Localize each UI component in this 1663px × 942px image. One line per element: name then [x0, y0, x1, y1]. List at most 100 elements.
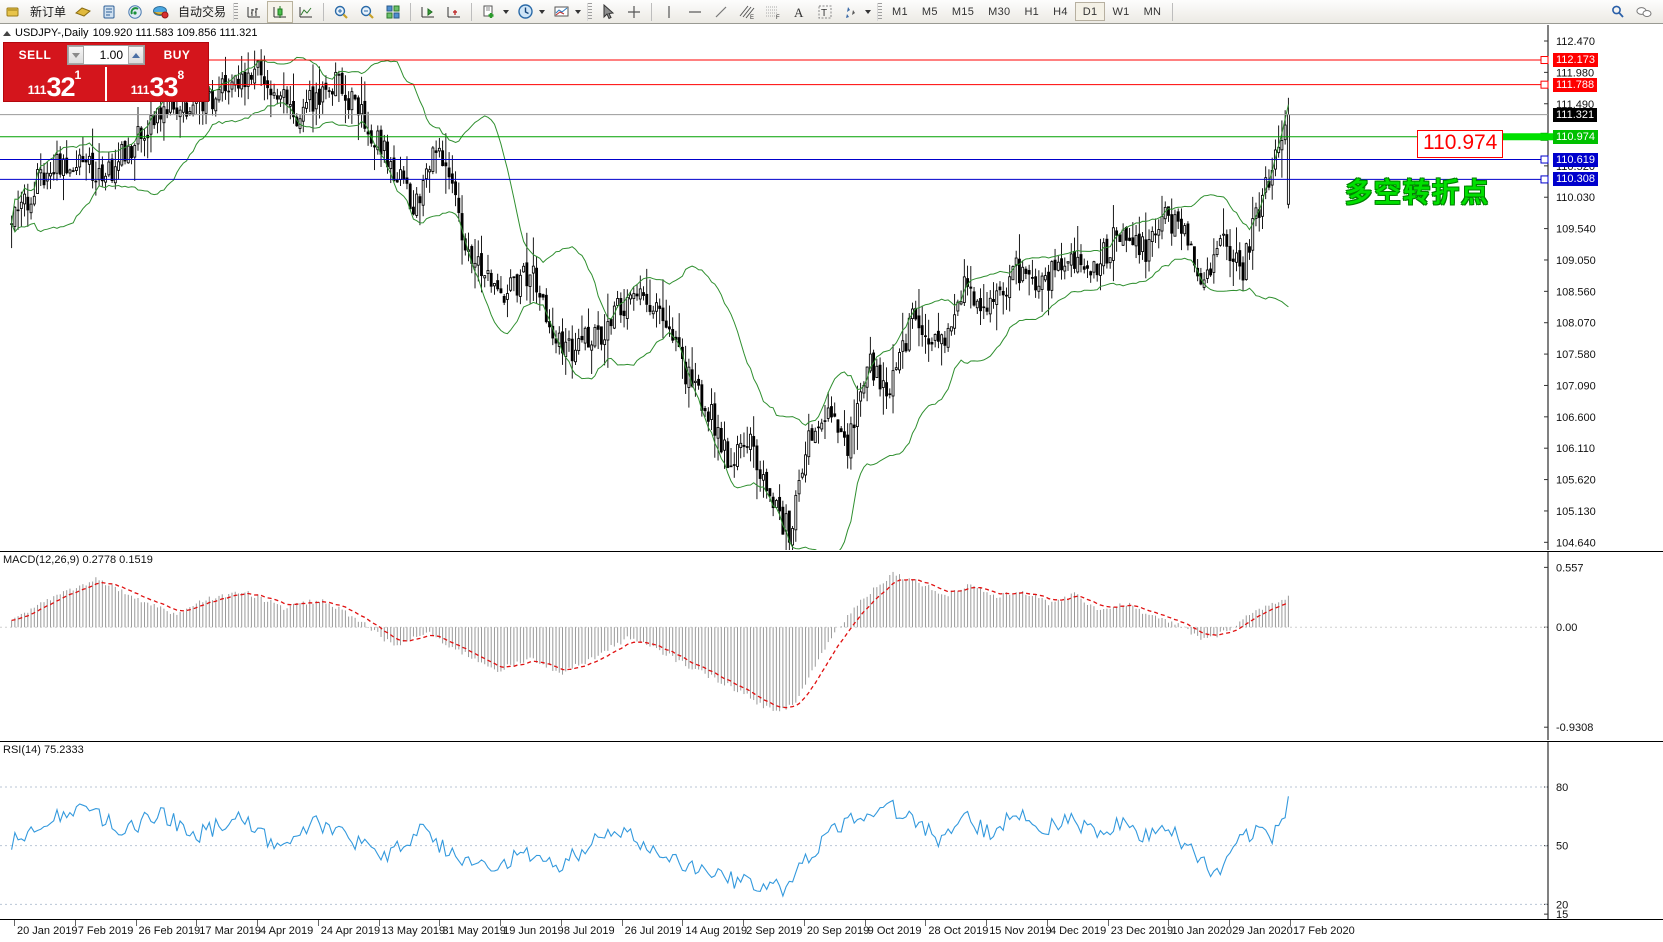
trendline-icon[interactable]	[708, 1, 734, 23]
zoom-out-icon[interactable]	[354, 1, 380, 23]
timeframe-h1[interactable]: H1	[1024, 5, 1040, 18]
timeframe-m1[interactable]: M1	[892, 5, 908, 18]
time-tick	[560, 920, 562, 926]
autotrading-label[interactable]: 自动交易	[178, 5, 227, 19]
time-axis-label: 20 Sep 2019	[806, 925, 870, 937]
bar-chart-icon[interactable]	[241, 1, 267, 23]
macd-pane[interactable]: 0.557 0.00 -0.9308 MACD(12,26,9) 0.2778 0.…	[0, 551, 1663, 740]
turning-point-annotation[interactable]: 多空转折点	[1345, 178, 1490, 209]
auto-scroll-icon[interactable]	[415, 1, 441, 23]
price-chart-pane[interactable]: 112.470 111.980 111.490 110.520 110.030 109.5…	[0, 25, 1663, 550]
period-clock-icon[interactable]	[512, 1, 538, 23]
market-watch-icon[interactable]	[96, 1, 122, 23]
arrows-icon[interactable]	[838, 1, 864, 23]
rsi-pane[interactable]: 80 50 20 15 RSI(14) 75.2333	[0, 741, 1663, 920]
time-axis-label: 26 Feb 2019	[138, 925, 201, 937]
timeframe-h4[interactable]: H4	[1053, 5, 1068, 18]
one-click-trading-panel[interactable]: SELL 1.00 BUY 111 32 1 111 33 8	[3, 42, 209, 102]
time-tick	[74, 920, 76, 926]
time-axis-label: 10 Jan 2020	[1171, 925, 1233, 937]
time-tick	[743, 920, 745, 926]
templates-icon[interactable]	[548, 1, 574, 23]
ask-fraction: 8	[177, 68, 185, 82]
time-tick	[500, 920, 502, 926]
level-label-target[interactable]: 110.974	[1553, 129, 1598, 144]
time-axis-label: 29 Jan 2020	[1232, 925, 1293, 937]
templates-caret-icon[interactable]	[575, 9, 582, 14]
zoom-in-icon[interactable]	[328, 1, 354, 23]
arrows-caret-icon[interactable]	[865, 9, 872, 14]
chat-icon[interactable]	[1631, 1, 1657, 23]
svg-text:105.130: 105.130	[1556, 506, 1596, 518]
svg-text:A: A	[794, 5, 804, 20]
search-icon[interactable]	[1605, 1, 1631, 23]
time-tick	[1168, 920, 1170, 926]
level-label-resistance-1[interactable]: 112.173	[1553, 53, 1598, 68]
text-label-icon[interactable]: T	[812, 1, 838, 23]
svg-text:E: E	[750, 15, 754, 20]
timeframe-w1[interactable]: W1	[1112, 5, 1130, 18]
horizontal-line-icon[interactable]	[682, 1, 708, 23]
timeframe-mn[interactable]: MN	[1143, 5, 1162, 18]
template-icon[interactable]	[70, 1, 96, 23]
time-tick	[1290, 920, 1291, 926]
equidistant-channel-icon[interactable]: E	[734, 1, 760, 23]
timeframe-m5[interactable]: M5	[921, 5, 938, 18]
ask-price[interactable]: 111 33 8	[105, 67, 208, 101]
macd-svg: 0.557 0.00 -0.9308	[0, 552, 1593, 740]
chart-shift-icon[interactable]	[441, 1, 467, 23]
level-label-last-price[interactable]: 111.321	[1553, 107, 1598, 122]
toolbar-divider-4	[651, 2, 653, 21]
svg-text:107.090: 107.090	[1556, 380, 1596, 392]
toolbar-divider-5	[1172, 2, 1174, 21]
time-tick	[803, 920, 805, 926]
buy-button[interactable]: BUY	[163, 48, 191, 62]
svg-text:15: 15	[1556, 909, 1568, 920]
autotrading-icon[interactable]	[148, 1, 174, 23]
level-label-support-1[interactable]: 110.619	[1553, 152, 1598, 167]
new-order-label[interactable]: 新订单	[30, 5, 67, 19]
timeframe-m30[interactable]: M30	[988, 5, 1011, 18]
toolbar-divider-2	[410, 2, 412, 21]
bid-price[interactable]: 111 32 1	[4, 67, 105, 101]
time-axis-label: 4 Dec 2019	[1049, 925, 1107, 937]
time-axis-label: 9 Oct 2019	[867, 925, 922, 937]
price-annotation-label[interactable]: 110.974	[1417, 130, 1504, 158]
level-label-support-2[interactable]: 110.308	[1553, 172, 1598, 187]
time-tick	[621, 920, 623, 926]
period-caret-icon[interactable]	[539, 9, 546, 14]
candlestick-chart-icon[interactable]	[267, 0, 294, 23]
volume-value[interactable]: 1.00	[99, 48, 123, 62]
cursor-icon[interactable]	[595, 1, 621, 23]
time-axis-label: 14 Aug 2019	[685, 925, 748, 937]
line-chart-icon[interactable]	[293, 1, 319, 23]
signal-icon[interactable]	[122, 1, 148, 23]
level-label-resistance-2[interactable]: 111.788	[1553, 77, 1598, 92]
timeframe-m15[interactable]: M15	[951, 5, 975, 18]
sell-button[interactable]: SELL	[18, 48, 52, 62]
svg-text:107.580: 107.580	[1556, 349, 1596, 361]
new-order-icon[interactable]	[0, 1, 26, 23]
fibonacci-icon[interactable]: F	[760, 1, 786, 23]
svg-text:104.640: 104.640	[1556, 537, 1596, 549]
time-axis-label: 8 Jul 2019	[563, 925, 615, 937]
timeframe-d1[interactable]: D1	[1074, 2, 1106, 21]
symbol-ohlc: 109.920 111.583 109.856 111.321	[92, 27, 258, 39]
volume-stepper[interactable]: 1.00	[67, 45, 145, 65]
crosshair-icon[interactable]	[621, 1, 647, 23]
vertical-line-icon[interactable]	[656, 1, 682, 23]
add-indicator-caret-icon[interactable]	[503, 9, 510, 14]
time-tick	[1046, 920, 1048, 926]
collapse-triangle-icon[interactable]	[3, 30, 11, 36]
volume-increase-button[interactable]	[128, 46, 144, 64]
text-icon[interactable]: A	[786, 1, 812, 23]
toolbar-separator-2	[587, 2, 593, 21]
tile-windows-icon[interactable]	[380, 1, 406, 23]
time-tick	[257, 920, 259, 926]
price-chart-svg: 112.470111.980111.490110.520110.030109.5…	[0, 25, 1596, 550]
add-indicator-icon[interactable]	[476, 1, 502, 23]
volume-decrease-button[interactable]	[68, 46, 84, 64]
toolbar-divider	[323, 2, 325, 21]
symbol-name: USDJPY-,Daily	[15, 27, 89, 39]
macd-title: MACD(12,26,9) 0.2778 0.1519	[3, 554, 153, 566]
